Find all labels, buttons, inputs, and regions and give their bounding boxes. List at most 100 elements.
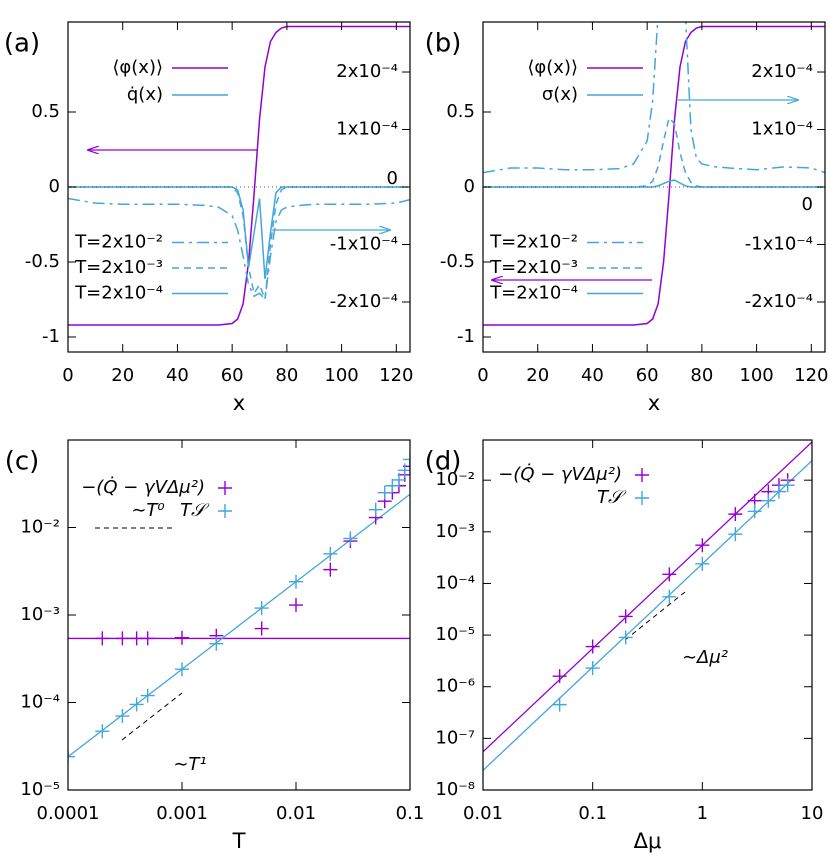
point: [95, 724, 110, 739]
point: [175, 662, 189, 677]
point: [747, 504, 762, 519]
y-tick-label: -0.5: [25, 251, 60, 272]
x-tick-label: 40: [166, 365, 189, 386]
fit-line: [483, 441, 812, 753]
y2-tick-label: 0: [802, 194, 813, 215]
y-tick-label: -1: [457, 326, 475, 347]
scaling-guide: [121, 692, 183, 741]
line-series: [483, 179, 825, 188]
x-tick-label: 20: [526, 365, 549, 386]
plot-area: [68, 452, 410, 764]
plot-frame: [67, 21, 411, 353]
x-tick-label: 0.1: [396, 803, 425, 824]
x-axis-label: T: [232, 829, 246, 853]
legend-label: −(Q̇ − γVΔμ²): [81, 477, 205, 498]
point: [385, 478, 400, 493]
legend-swatch: [218, 504, 232, 518]
plot-area: [483, 441, 812, 771]
legend-label: σ(x): [542, 84, 578, 105]
y-tick-label: 10⁻²: [20, 517, 60, 538]
point: [618, 609, 633, 624]
annotation: ∼Δμ²: [682, 647, 728, 668]
x-tick-label: 100: [324, 365, 358, 386]
point: [377, 485, 392, 500]
plot-frame: [482, 439, 813, 791]
point: [403, 452, 410, 467]
point: [140, 631, 155, 646]
point: [68, 749, 75, 764]
point: [140, 688, 155, 703]
point: [552, 697, 567, 712]
y2-tick-label: 1x10⁻⁴: [751, 119, 813, 140]
point: [695, 538, 710, 553]
x-axis-label: Δμ: [634, 829, 662, 853]
line-series: [68, 197, 410, 301]
legend-label: −(Q̇ − γVΔμ²): [498, 464, 622, 485]
point: [129, 697, 144, 712]
y2-tick-label: -1x10⁻⁴: [745, 233, 813, 254]
y2-tick-label: -2x10⁻⁴: [745, 291, 813, 312]
x-tick-label: 40: [581, 365, 604, 386]
x-tick-label: 60: [636, 365, 659, 386]
legend-label: T𝒮: [180, 500, 210, 521]
legend-label: T=2x10⁻³: [489, 257, 578, 278]
legend-label: q̇(x): [127, 84, 163, 105]
y-tick-label: 10⁻⁸: [435, 779, 475, 800]
legend-label: T=2x10⁻²: [74, 232, 163, 253]
y-tick-label: -1: [42, 326, 60, 347]
y-tick-label: 0.5: [446, 101, 475, 122]
legend-label: T𝒮: [597, 487, 627, 508]
y2-tick-label: -1x10⁻⁴: [330, 233, 398, 254]
y-tick-label: 0.5: [31, 101, 60, 122]
point: [323, 546, 338, 561]
x-tick-label: 0.01: [463, 803, 503, 824]
y-tick-label: 10⁻⁴: [20, 692, 60, 713]
y-tick-label: 10⁻⁶: [435, 676, 475, 697]
legend-label: T=2x10⁻³: [74, 257, 163, 278]
legend-label: T=2x10⁻²: [489, 232, 578, 253]
y-tick-label: 10⁻⁵: [20, 779, 60, 800]
panel-label: (a): [4, 29, 40, 59]
x-tick-label: 0.1: [578, 803, 607, 824]
legend-label: ⟨φ(x)⟩: [527, 57, 578, 78]
point: [115, 709, 130, 724]
legend-label: ⟨φ(x)⟩: [112, 57, 163, 78]
line-series: [483, 25, 825, 326]
y-tick-label: 10⁻³: [20, 604, 60, 625]
point: [289, 598, 303, 613]
point: [585, 661, 600, 676]
x-tick-label: 10: [801, 803, 824, 824]
line-series: [68, 25, 410, 326]
y2-tick-label: 2x10⁻⁴: [751, 61, 813, 82]
y-tick-label: 10⁻⁵: [435, 624, 475, 645]
line-series: [483, 22, 825, 174]
point: [391, 472, 406, 487]
point: [368, 502, 383, 517]
plot-frame: [482, 21, 826, 353]
x-tick-label: 0.001: [156, 803, 208, 824]
x-tick-label: 120: [794, 365, 828, 386]
legend-swatch: [635, 491, 649, 505]
point: [780, 478, 795, 493]
point: [662, 589, 677, 604]
x-tick-label: 20: [111, 365, 134, 386]
legend-swatch: [218, 481, 232, 495]
legend-label: T=2x10⁻⁴: [74, 283, 163, 304]
x-tick-label: 80: [275, 365, 298, 386]
y-tick-label: 10⁻³: [435, 521, 475, 542]
y-tick-label: 0: [464, 176, 475, 197]
point: [585, 639, 600, 654]
panel-label: (d): [425, 447, 462, 477]
x-tick-label: 0.01: [276, 803, 316, 824]
legend-swatch: [635, 468, 649, 482]
point: [728, 527, 743, 542]
point: [662, 567, 677, 582]
x-tick-label: 60: [221, 365, 244, 386]
y2-tick-label: 0: [387, 168, 398, 189]
legend-label: T=2x10⁻⁴: [489, 283, 578, 304]
point: [343, 531, 358, 546]
x-tick-label: 120: [379, 365, 413, 386]
x-axis-label: x: [233, 391, 245, 415]
scaling-guide: [624, 591, 686, 641]
